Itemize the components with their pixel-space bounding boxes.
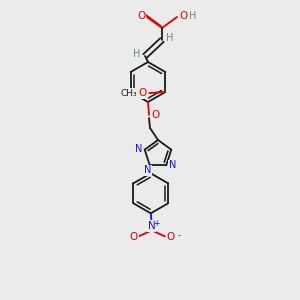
Text: H: H bbox=[189, 11, 197, 21]
Text: O: O bbox=[138, 88, 146, 98]
Text: -: - bbox=[177, 231, 180, 240]
Text: CH₃: CH₃ bbox=[120, 88, 136, 98]
Text: +: + bbox=[154, 219, 160, 228]
Text: N: N bbox=[135, 144, 142, 154]
Text: N: N bbox=[144, 165, 152, 175]
Text: O: O bbox=[180, 11, 188, 21]
Text: O: O bbox=[167, 232, 175, 242]
Text: O: O bbox=[137, 11, 145, 21]
Text: O: O bbox=[152, 110, 160, 120]
Text: H: H bbox=[166, 33, 174, 43]
Text: H: H bbox=[133, 49, 141, 59]
Text: O: O bbox=[130, 232, 138, 242]
Text: N: N bbox=[148, 221, 156, 231]
Text: N: N bbox=[169, 160, 176, 170]
